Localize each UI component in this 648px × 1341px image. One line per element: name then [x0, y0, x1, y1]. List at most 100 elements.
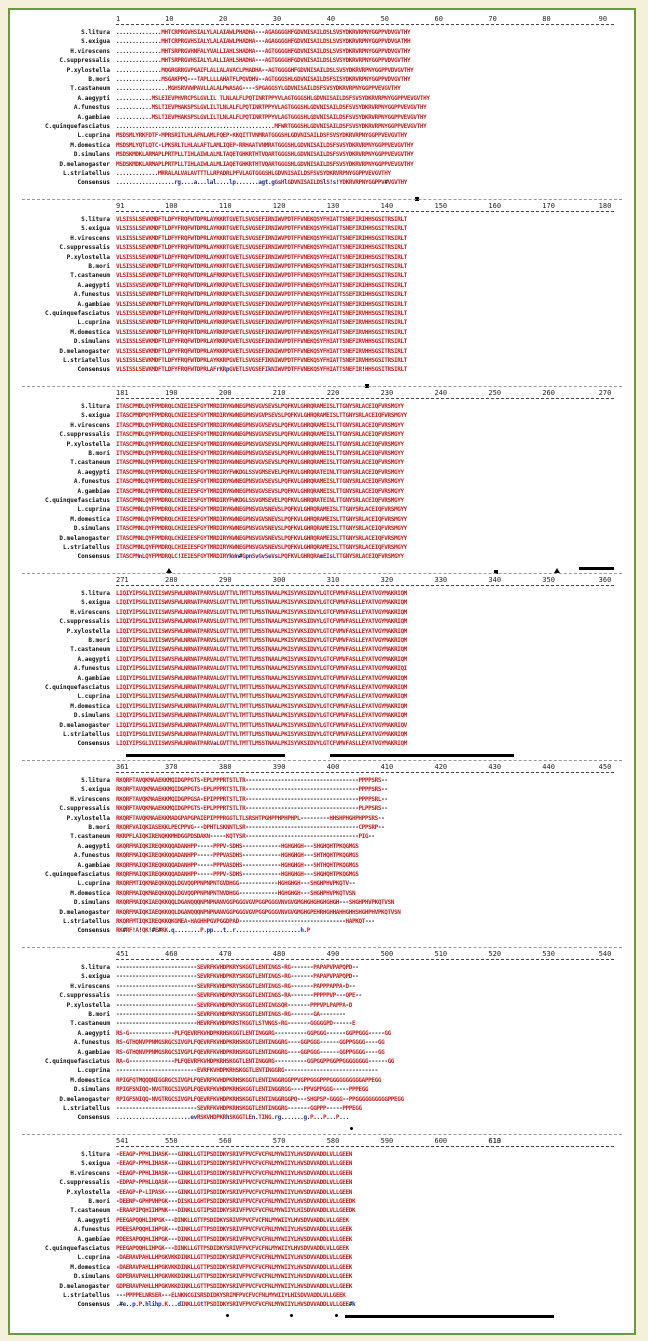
sequence-row: A.aegypti GKQRFMAIQKIREQKKQQADANHPP-----P…: [22, 842, 622, 851]
species-label: S.litura: [81, 964, 110, 971]
sequence-text: ITVSCPMDLQYFPMDRQLCNIEIESFGYTMRDIRYKWNEG…: [116, 450, 404, 457]
species-label: P.xylostella: [66, 627, 110, 635]
sequence-row: B.mori RKQRFVAIQKIASEKKLPECPPVG---DPHTLSK…: [22, 823, 622, 832]
sequence-text: LIQIYIPSGLIVIISWVSFWLNRNATPARVSLGVTTVLTM…: [116, 599, 407, 607]
sequence-text: LIQIYIPSGLIVIISWVSFWLNRNATPARVSLGVTTVLTM…: [116, 637, 407, 644]
species-label: B.mori: [88, 1198, 110, 1205]
sequence-row: L.cuprina LIQIYIPSGLIVIISWVSFWLNRNATPARVA…: [22, 692, 622, 701]
sequence-row: D.simulans GDPERAVPAHLLHPGKVKKDINKLLGTTPS…: [22, 1272, 622, 1281]
species-label: M.domestica: [70, 1076, 110, 1084]
species-label: S.exigua: [81, 1160, 110, 1168]
sequence-row: C.suppressalis -------------------------S…: [22, 991, 622, 1000]
sequence-row: M.domestica MSDSMLYQTLQTC-LPKSRLTLHLALAFT…: [22, 141, 622, 150]
sequence-row: C.quinquefasciatus RA-G--------------PLFQ…: [22, 1057, 622, 1066]
sequence-text: RKQRFMAIQKIAEQKKQQLDGANQQQNPNPNANVGGPGGG…: [116, 899, 394, 907]
alignment-block: 1 10 20 30 40 50 60 70 80 90 S.litura.............…: [22, 12, 622, 201]
species-label: T.castaneum: [70, 1207, 110, 1215]
species-label: L.cuprina: [77, 1067, 110, 1075]
sequence-text: ITASCPMDLQYFPMDRQLCNIEIESFGYTMRDIRYKWNEG…: [116, 421, 404, 429]
sequence-row: A.gambiae PDEESAPQQHLIHPGK---DINKLLGTTPSD…: [22, 1235, 622, 1244]
sequence-row: A.funestus ITASCPMNLQYFPMDRQLCHIEIESFGYTM…: [22, 477, 622, 486]
sequence-row: C.suppressalis LIQIYIPSGLIVIISWVSFWLNRNAT…: [22, 617, 622, 626]
position-ticks: 541 550 560 570 580 590 600 610 613: [116, 1137, 616, 1147]
sequence-row: A.funestus RKQRFMAIQKIREQKKQQADANHPP-----…: [22, 851, 622, 860]
sequence-text: -------------------------SEVRFKVHDPKRYSK…: [116, 964, 359, 971]
position-tick: 310: [326, 576, 340, 584]
position-ticks: 181 190 200 210 220 230 240 250 260 270: [116, 389, 616, 399]
species-label: A.funestus: [73, 291, 110, 299]
sequence-text: RKQRFMAIQKIAEQKKQQLDGANQQQNPNPNANVGGPGGG…: [116, 908, 401, 916]
species-label: H.virescens: [70, 47, 110, 55]
position-tick: 400: [326, 763, 340, 771]
sequence-row: C.suppressalis ..............MHTSRPRGVHSI…: [22, 56, 622, 65]
sequence-text: .......................evRSKVHDPKRhSKGGT…: [116, 1114, 349, 1122]
sequence-text: LIQIYIPSGLIVIISWVSFWLNRNATPARVALGVTTVLTM…: [116, 674, 407, 682]
sequence-text: PEEGAPQQHLIHPGK---DINKLLGTTPSDIDKYSRIVFP…: [116, 1245, 349, 1252]
sequence-text: MSDSMLYQTLQTC-LPKSRLTLHLALAFTLAMLIQEP-RR…: [116, 141, 414, 149]
position-tick: 150: [434, 202, 448, 210]
sequence-text: ITASCPMDLQYFPMDRQLCNIEIESFGYTMRDIRYKWNEG…: [116, 440, 404, 448]
position-tick: 120: [272, 202, 286, 210]
sequence-row: C.quinquefasciatus VLSISSLSEVKMDFTLDFYFRQ…: [22, 309, 622, 318]
species-label: B.mori: [88, 637, 110, 644]
sequence-row: D.melanogaster RKQRFMAIQKIAEQKKQQLDGANQQQ…: [22, 908, 622, 917]
species-label: C.quinquefasciatus: [44, 1245, 110, 1252]
species-label: A.funestus: [73, 665, 110, 673]
sequence-text: RPIGFSNIQQ-NVGTRGCSIVGPLFQEVRFKVHDPKRHSK…: [116, 1095, 404, 1103]
position-tick: 110: [218, 202, 232, 210]
species-label: L.striatellus: [63, 544, 110, 551]
sequence-text: LIQIYIPSGLIVIISWVSFWLNRNATPARVSLGVTTVLTM…: [116, 618, 407, 626]
sequence-text: RKQRFMAIQKMAEQKKQQLDGVQQPPNPNPNTNVDHGG--…: [116, 889, 356, 897]
position-tick: 590: [380, 1137, 394, 1145]
sequence-row: C.quinquefasciatus PEEGAPQQHLIHPGK---DINK…: [22, 1244, 622, 1253]
position-tick: 210: [272, 389, 286, 397]
species-label: S.exigua: [81, 599, 110, 607]
figure-frame: 1 10 20 30 40 50 60 70 80 90 S.litura.............…: [8, 8, 636, 1335]
sequence-row: M.domestica -DAERAVPAHLLHPGKVKKDINKLLGTTP…: [22, 1263, 622, 1272]
sequence-text: ITASCPMDLQYFPMDRQLCNIEIESFGYTMRDIRYKWNEG…: [116, 431, 404, 439]
sequence-text: -EEAGP-PPHLIHASK---GINKLLGTIPSDIDKYSRIVF…: [116, 1169, 352, 1177]
sequence-text: VLSISSLSEVRMDFTLDFYFRQFWTDPRLAYRKRPGVETL…: [116, 291, 407, 299]
sequence-text: ...........MSLEIEVPHVRCPSLGVLIL TLNLALFL…: [116, 94, 430, 102]
consensus-row: Consensus LIQIYIPSGLIVIISWVSFWLNRNATPARVa…: [22, 739, 622, 748]
sequence-row: S.litura RKQRFTAVQKMAAEKKMQIDGPPGTS-EPLPP…: [22, 776, 622, 785]
position-tick: 390: [272, 763, 286, 771]
species-label: M.domestica: [70, 515, 110, 523]
sequence-text: RKQRFVAIQKIASEKKLPECPPVG---DPHTLSKNNTLSR…: [116, 824, 385, 831]
alignment-block: 91 100 110 120 130 140 150 160 170 180 S.litura VLS…: [22, 199, 622, 388]
sequence-row: C.quinquefasciatus RKQRFMAIQKIREQKKQQADAN…: [22, 870, 622, 879]
position-tick: 70: [488, 15, 497, 23]
sequence-row: B.mori LIQIYIPSGLIVIISWVSFWLNRNATPARVSLGV…: [22, 636, 622, 645]
sequence-text: -EEAGP-P-LIPASK----GINKLLGTIPSDIDKYSRIVF…: [116, 1188, 352, 1196]
species-label: B.mori: [88, 263, 110, 270]
sequence-text: VLSISSLSEVKMDFTLDFYFRQFWTDPRLAYKKRTGVETL…: [116, 253, 407, 261]
species-label: H.virescens: [70, 234, 110, 242]
species-label: C.quinquefasciatus: [44, 1058, 110, 1065]
sequence-text: VLSISSLSEVKMDFTLDFYFRQFRTDPRLAYRKRPGVETL…: [116, 328, 407, 336]
sequence-row: L.striatellus LIQIYIPSGLIVIISWVSFWLNRNATP…: [22, 730, 622, 739]
sequence-row: A.funestus VLSISSLSEVRMDFTLDFYFRQFWTDPRLA…: [22, 290, 622, 299]
sequence-row: M.domestica RKQRFMAIQKMAEQKKQQLDGVQQPPNPN…: [22, 889, 622, 898]
sequence-text: ITASCPMNLQYFPMDRQLCHIEIESFGYTMRDIRYKWNEG…: [116, 544, 407, 551]
sequence-row: S.exigua -------------------------SEVRFKV…: [22, 972, 622, 981]
sequence-row: S.exigua LIQIYIPSGLIVIISWVSFWLNRNATPARVSL…: [22, 598, 622, 607]
species-label: A.gambiae: [77, 674, 110, 682]
species-label: M.domestica: [70, 328, 110, 336]
sequence-text: -------------------------HEVRFKVHDPKRSTK…: [116, 1020, 356, 1028]
species-label: S.litura: [81, 403, 110, 410]
sequence-text: VLSISSLSEVKMDFTLDFYFRQFWTDPRLAFRKRPGVETL…: [116, 272, 407, 280]
species-label: D.simulans: [73, 1086, 110, 1094]
sequence-text: RPIGFSNIQQ-NVGTRGCSIVGPLFQEVRFKVHDPKRHSK…: [116, 1086, 369, 1094]
sequence-row: D.melanogaster RPIGFSNIQQ-NVGTRGCSIVGPLFQ…: [22, 1095, 622, 1104]
sequence-row: T.castaneum ................MGHSRVVWPAVLL…: [22, 84, 622, 93]
sequence-row: A.funestus PDEESAPQQHLIHPGK---DINKLLGTTPS…: [22, 1225, 622, 1234]
species-label: A.aegypti: [77, 842, 110, 850]
sequence-row: A.gambiae ITASCPMNLQYFPMDRQLCHIEIESFGYTMR…: [22, 487, 622, 496]
sequence-text: RKQRFTAVQKMAAEKKMQIDGPPGTS-EPLPPPRTSTLTR…: [116, 786, 388, 794]
position-ruler: [116, 1146, 614, 1147]
sequence-text: RKQRFTAVQKMAAEKKMADGPAPGPAIEPIPPPRGGTLTL…: [116, 814, 385, 822]
position-tick: 130: [326, 202, 340, 210]
sequence-row: A.aegypti RS-G--------------PLFQEVRFKVHDP…: [22, 1029, 622, 1038]
conserved-site-marker: [494, 570, 499, 574]
sequence-row: D.simulans VLSISSLSEVKMDFTLDFYFRQFWTDPRLA…: [22, 337, 622, 346]
